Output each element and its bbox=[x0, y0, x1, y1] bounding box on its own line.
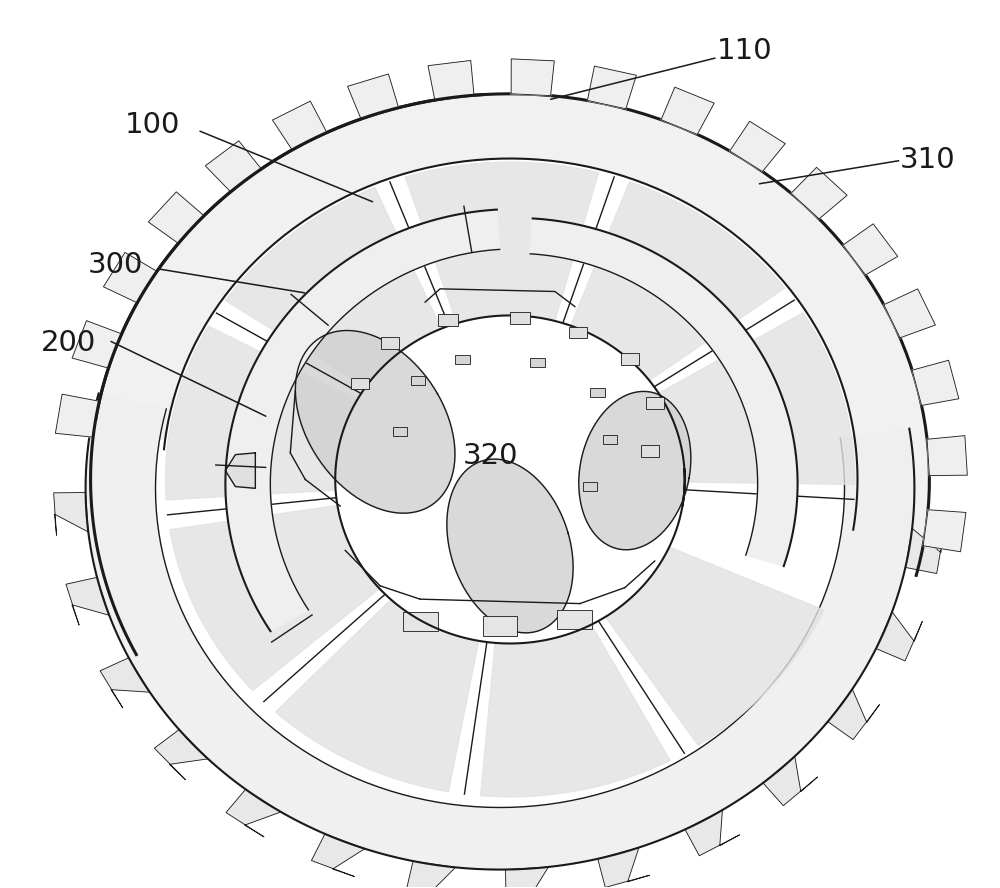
Bar bbox=[438, 313, 458, 326]
Bar bbox=[603, 435, 617, 444]
Text: 100: 100 bbox=[125, 111, 180, 139]
Polygon shape bbox=[311, 834, 365, 876]
Polygon shape bbox=[225, 210, 500, 631]
Polygon shape bbox=[405, 163, 599, 323]
Polygon shape bbox=[571, 182, 785, 381]
Polygon shape bbox=[659, 313, 854, 485]
Text: 300: 300 bbox=[88, 251, 143, 279]
Text: 310: 310 bbox=[900, 147, 955, 174]
Bar bbox=[569, 327, 587, 338]
Polygon shape bbox=[154, 730, 208, 780]
Polygon shape bbox=[730, 122, 785, 171]
Polygon shape bbox=[605, 547, 824, 745]
Polygon shape bbox=[406, 861, 455, 888]
Bar bbox=[403, 612, 438, 631]
Polygon shape bbox=[148, 192, 204, 243]
Polygon shape bbox=[587, 66, 636, 109]
Polygon shape bbox=[579, 392, 691, 550]
Polygon shape bbox=[94, 94, 929, 551]
Polygon shape bbox=[685, 810, 740, 856]
Polygon shape bbox=[912, 361, 959, 406]
Text: 320: 320 bbox=[462, 441, 518, 470]
Polygon shape bbox=[506, 867, 552, 888]
Polygon shape bbox=[348, 74, 399, 119]
Polygon shape bbox=[275, 599, 479, 792]
Bar bbox=[510, 312, 530, 324]
Polygon shape bbox=[927, 436, 967, 476]
Polygon shape bbox=[876, 612, 922, 661]
Bar bbox=[381, 337, 399, 349]
Polygon shape bbox=[225, 187, 441, 387]
Polygon shape bbox=[225, 453, 255, 488]
Polygon shape bbox=[54, 493, 88, 535]
Polygon shape bbox=[272, 101, 327, 150]
Polygon shape bbox=[72, 321, 122, 369]
Polygon shape bbox=[170, 505, 380, 691]
Polygon shape bbox=[905, 528, 944, 574]
Polygon shape bbox=[165, 326, 357, 500]
Text: 110: 110 bbox=[717, 37, 772, 65]
Polygon shape bbox=[661, 87, 714, 134]
Bar bbox=[483, 616, 517, 636]
Polygon shape bbox=[100, 658, 150, 708]
Polygon shape bbox=[103, 252, 157, 303]
Polygon shape bbox=[763, 757, 818, 805]
Bar bbox=[646, 398, 664, 409]
Bar bbox=[641, 445, 659, 456]
Polygon shape bbox=[55, 394, 99, 437]
Bar bbox=[590, 388, 605, 397]
Polygon shape bbox=[295, 330, 455, 513]
Bar bbox=[411, 376, 425, 385]
Polygon shape bbox=[226, 789, 281, 836]
Bar bbox=[621, 353, 639, 365]
Bar bbox=[557, 610, 592, 630]
Bar bbox=[583, 482, 597, 491]
Polygon shape bbox=[884, 289, 935, 337]
Polygon shape bbox=[481, 624, 670, 797]
Polygon shape bbox=[205, 141, 261, 192]
Bar bbox=[530, 358, 545, 367]
Bar bbox=[455, 355, 470, 364]
Polygon shape bbox=[447, 459, 573, 633]
Bar bbox=[351, 378, 369, 390]
Polygon shape bbox=[843, 224, 898, 275]
Polygon shape bbox=[428, 60, 474, 100]
Polygon shape bbox=[511, 59, 554, 96]
Polygon shape bbox=[66, 577, 109, 625]
Polygon shape bbox=[86, 393, 914, 869]
Polygon shape bbox=[791, 167, 847, 218]
Polygon shape bbox=[530, 218, 798, 566]
Polygon shape bbox=[923, 510, 966, 551]
Bar bbox=[393, 427, 407, 436]
Text: 200: 200 bbox=[41, 329, 96, 357]
Polygon shape bbox=[828, 689, 879, 740]
Polygon shape bbox=[598, 847, 650, 887]
